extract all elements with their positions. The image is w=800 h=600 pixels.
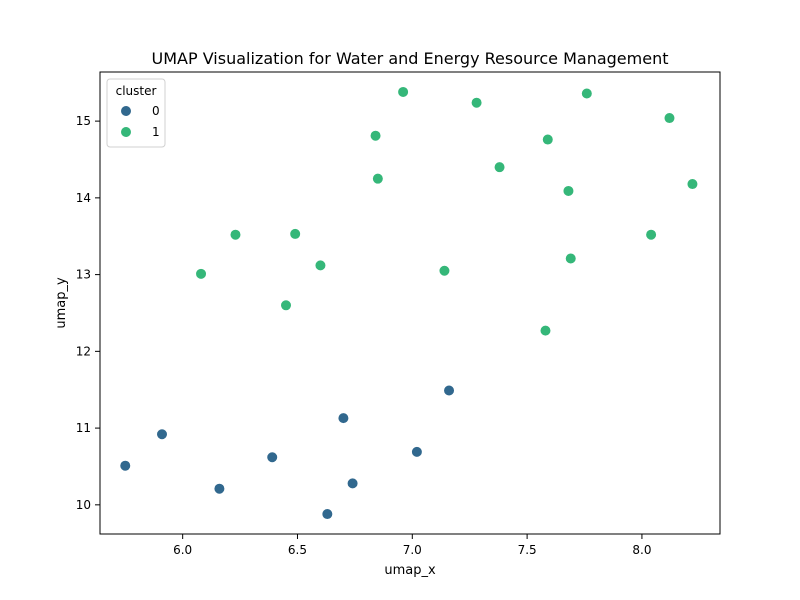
data-point-cluster-1 — [580, 87, 593, 100]
y-tick-label: 13 — [76, 268, 91, 282]
x-axis-ticks: 6.0 6.5 7.0 7.5 8.0 — [173, 534, 651, 557]
plot-area — [99, 71, 721, 535]
data-point-cluster-0 — [156, 428, 168, 441]
legend-label: 0 — [152, 104, 160, 118]
data-point-cluster-1 — [195, 267, 208, 280]
x-tick-label: 6.5 — [288, 543, 307, 557]
data-point-cluster-1 — [280, 299, 292, 312]
data-point-cluster-1 — [438, 264, 451, 277]
data-point-cluster-1 — [541, 133, 554, 146]
data-point-cluster-0 — [443, 384, 456, 397]
data-point-cluster-0 — [213, 482, 226, 495]
data-point-cluster-1 — [686, 178, 699, 191]
y-axis-label: umap_y — [54, 277, 69, 329]
data-point-cluster-0 — [346, 477, 359, 490]
data-points — [119, 85, 699, 521]
data-point-cluster-1 — [645, 228, 658, 241]
data-point-cluster-0 — [337, 412, 350, 425]
x-tick-label: 8.0 — [632, 543, 651, 557]
data-point-cluster-1 — [289, 227, 302, 240]
y-axis-ticks: 10 11 12 13 14 15 — [76, 114, 100, 512]
data-point-cluster-1 — [663, 112, 676, 125]
data-point-cluster-1 — [493, 161, 506, 174]
data-point-cluster-0 — [266, 451, 279, 464]
data-point-cluster-1 — [371, 172, 384, 185]
legend: cluster 01 — [106, 78, 166, 148]
legend-title: cluster — [116, 84, 157, 98]
y-tick-label: 10 — [76, 498, 91, 512]
legend-items: 01 — [120, 104, 160, 139]
y-tick-label: 12 — [76, 344, 91, 358]
legend-marker-1 — [120, 126, 132, 138]
x-tick-label: 7.0 — [403, 543, 422, 557]
y-tick-label: 11 — [76, 421, 91, 435]
data-point-cluster-0 — [321, 508, 334, 521]
y-tick-label: 15 — [76, 114, 91, 128]
x-tick-label: 7.5 — [518, 543, 537, 557]
data-point-cluster-1 — [397, 85, 410, 98]
data-point-cluster-1 — [314, 259, 327, 272]
data-point-cluster-1 — [564, 252, 577, 265]
data-point-cluster-1 — [470, 96, 483, 109]
data-point-cluster-1 — [539, 324, 552, 337]
data-point-cluster-0 — [410, 445, 423, 458]
y-tick-label: 14 — [76, 191, 91, 205]
chart-title: UMAP Visualization for Water and Energy … — [152, 49, 669, 68]
x-axis-label: umap_x — [384, 563, 436, 578]
x-tick-label: 6.0 — [173, 543, 192, 557]
data-point-cluster-1 — [229, 228, 242, 241]
legend-label: 1 — [152, 125, 160, 139]
legend-marker-0 — [120, 105, 132, 117]
data-point-cluster-1 — [369, 129, 382, 142]
data-point-cluster-0 — [119, 459, 132, 472]
data-point-cluster-1 — [562, 184, 575, 197]
